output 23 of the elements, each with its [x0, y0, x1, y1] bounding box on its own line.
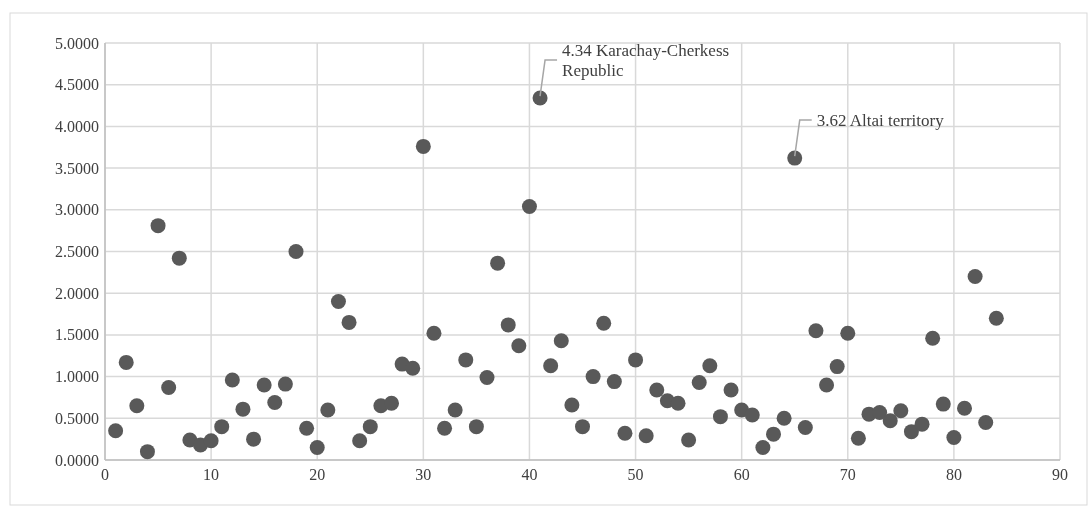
y-tick-label: 0.0000 — [55, 451, 99, 469]
y-tick-label: 3.0000 — [55, 201, 99, 219]
x-tick-label: 40 — [521, 466, 538, 483]
x-tick-label: 90 — [1052, 466, 1068, 483]
x-tick-label: 70 — [839, 466, 856, 483]
x-tick-label: 10 — [203, 466, 220, 483]
x-tick-label: 50 — [627, 466, 644, 483]
y-tick-label: 2.5000 — [55, 243, 99, 260]
y-tick-label: 4.0000 — [55, 117, 99, 135]
x-tick-label: 0 — [101, 466, 109, 483]
x-tick-label: 80 — [945, 466, 962, 483]
x-tick-label: 20 — [309, 466, 326, 483]
y-tick-label: 2.0000 — [55, 284, 99, 302]
y-tick-label: 1.5000 — [55, 326, 99, 344]
y-tick-label: 0.5000 — [55, 409, 99, 427]
y-tick-label: 1.0000 — [55, 368, 99, 386]
y-tick-label: 4.5000 — [55, 76, 99, 94]
y-tick-label: 5.0000 — [55, 34, 99, 52]
annotation: 4.34 Karachay-Cherkess Republic — [562, 40, 730, 80]
x-tick-label: 60 — [733, 466, 750, 483]
y-tick-label: 3.5000 — [55, 159, 99, 177]
annotation: 3.62 Altai territory — [816, 110, 945, 130]
x-tick-label: 30 — [415, 466, 432, 483]
